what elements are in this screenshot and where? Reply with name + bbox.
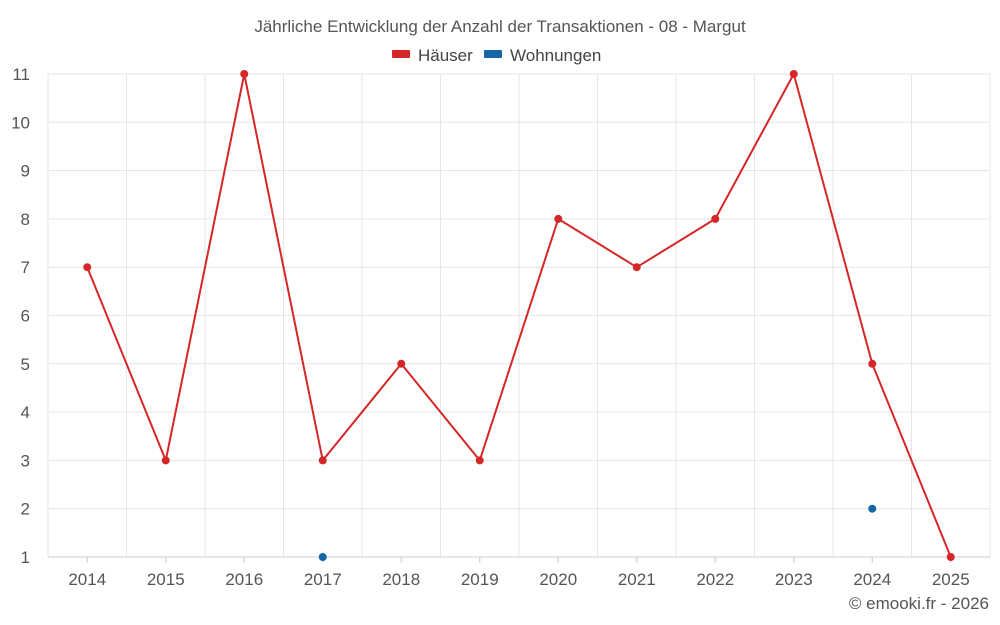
grid [47, 73, 991, 558]
data-point[interactable] [868, 504, 877, 513]
legend-label-haeuser[interactable]: Häuser [418, 46, 473, 65]
y-tick-label: 1 [21, 548, 30, 567]
legend-label-wohnungen[interactable]: Wohnungen [510, 46, 601, 65]
series-0 [83, 70, 955, 561]
data-point[interactable] [946, 553, 955, 561]
x-tick-label: 2020 [539, 570, 577, 589]
data-point[interactable] [318, 553, 327, 561]
x-axis-ticks: 2014 2015 2016 2017 2018 2019 2020 2021 2022 2023… [68, 557, 970, 589]
data-point[interactable] [83, 263, 92, 272]
x-tick-label: 2018 [382, 570, 420, 589]
credit-text: © emooki.fr - 2026 [849, 594, 989, 613]
x-tick-label: 2016 [225, 570, 263, 589]
chart-title: Jährliche Entwicklung der Anzahl der Tra… [254, 17, 746, 36]
data-point[interactable] [240, 70, 249, 78]
y-tick-label: 6 [21, 307, 30, 326]
y-tick-label: 7 [21, 258, 30, 277]
y-tick-label: 9 [21, 162, 30, 181]
data-point[interactable] [161, 456, 170, 465]
x-tick-label: 2019 [461, 570, 499, 589]
legend: Häuser Wohnungen [392, 46, 601, 65]
y-tick-label: 4 [21, 403, 30, 422]
data-point[interactable] [711, 214, 720, 223]
data-point[interactable] [318, 456, 327, 465]
x-tick-label: 2017 [304, 570, 342, 589]
x-tick-label: 2023 [775, 570, 813, 589]
data-point[interactable] [868, 359, 877, 368]
data-point[interactable] [632, 263, 641, 272]
x-tick-label: 2021 [618, 570, 656, 589]
data-point[interactable] [789, 70, 798, 78]
x-tick-label: 2014 [68, 570, 106, 589]
y-tick-label: 5 [21, 355, 30, 374]
y-tick-label: 11 [12, 65, 30, 84]
y-tick-label: 2 [21, 500, 30, 519]
legend-swatch-wohnungen [484, 50, 502, 58]
x-tick-label: 2015 [147, 570, 185, 589]
y-axis-ticks: 1 2 3 4 5 6 7 8 9 10 11 [11, 65, 30, 567]
x-tick-label: 2024 [853, 570, 891, 589]
legend-swatch-haeuser [392, 50, 410, 58]
y-tick-label: 3 [21, 451, 30, 470]
series-line [86, 73, 952, 558]
series [83, 70, 955, 561]
y-tick-label: 8 [21, 210, 30, 229]
x-tick-label: 2025 [932, 570, 970, 589]
y-tick-label: 10 [11, 113, 30, 132]
data-point[interactable] [554, 214, 563, 223]
data-point[interactable] [475, 456, 484, 465]
series-1 [318, 504, 877, 561]
data-point[interactable] [397, 359, 406, 368]
x-tick-label: 2022 [696, 570, 734, 589]
